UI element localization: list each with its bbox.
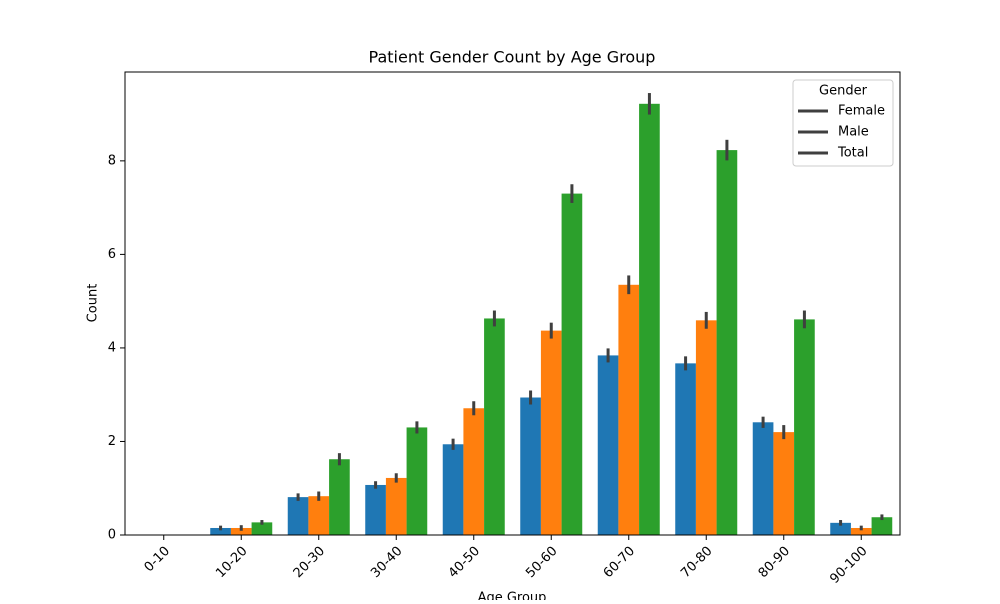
bar <box>871 517 893 535</box>
x-tick-label: 10-20 <box>213 544 250 581</box>
bar <box>850 527 872 535</box>
x-tick-label: 20-30 <box>291 544 328 581</box>
bar <box>308 496 330 535</box>
bar <box>540 330 562 535</box>
y-tick-label: 6 <box>108 247 116 262</box>
bar <box>618 284 640 535</box>
y-tick-label: 4 <box>108 340 116 355</box>
bar <box>463 408 485 535</box>
bar <box>794 319 815 535</box>
bar <box>385 477 407 535</box>
y-tick-label: 0 <box>108 528 116 543</box>
bar <box>230 527 252 535</box>
y-tick-label: 2 <box>108 434 116 449</box>
x-tick-label: 60-70 <box>601 544 638 581</box>
legend-label: Male <box>838 125 869 140</box>
bar <box>639 103 660 536</box>
bar <box>442 444 464 535</box>
legend-label: Female <box>838 104 885 119</box>
bar <box>520 397 541 535</box>
x-tick-label: 0-10 <box>142 544 173 575</box>
x-tick-label: 30-40 <box>368 544 405 581</box>
x-tick-label: 70-80 <box>678 544 715 581</box>
bar <box>210 527 231 535</box>
y-tick-label: 8 <box>108 153 116 168</box>
bar <box>365 484 386 535</box>
chart-title: Patient Gender Count by Age Group <box>369 48 656 67</box>
bar <box>752 422 774 535</box>
legend-box <box>792 79 894 167</box>
x-tick-label: 50-60 <box>523 544 560 581</box>
x-tick-label: 40-50 <box>446 544 483 581</box>
bar <box>287 497 309 535</box>
bar <box>695 320 717 535</box>
x-tick-label: 90-100 <box>827 544 870 587</box>
y-axis-label: Count <box>86 284 101 323</box>
bar <box>716 150 738 535</box>
bar <box>251 522 273 535</box>
bar <box>830 522 851 535</box>
x-axis-label: Age Group <box>478 591 547 601</box>
bar <box>773 432 795 535</box>
bar <box>329 459 350 535</box>
x-tick-label: 80-90 <box>756 544 793 581</box>
bar <box>406 427 428 535</box>
legend-title: Gender <box>819 84 868 99</box>
legend-label: Total <box>837 146 868 161</box>
bar <box>561 193 583 536</box>
plot-frame <box>124 71 901 536</box>
bar <box>484 318 505 535</box>
bar <box>675 363 696 535</box>
bar <box>597 355 619 535</box>
